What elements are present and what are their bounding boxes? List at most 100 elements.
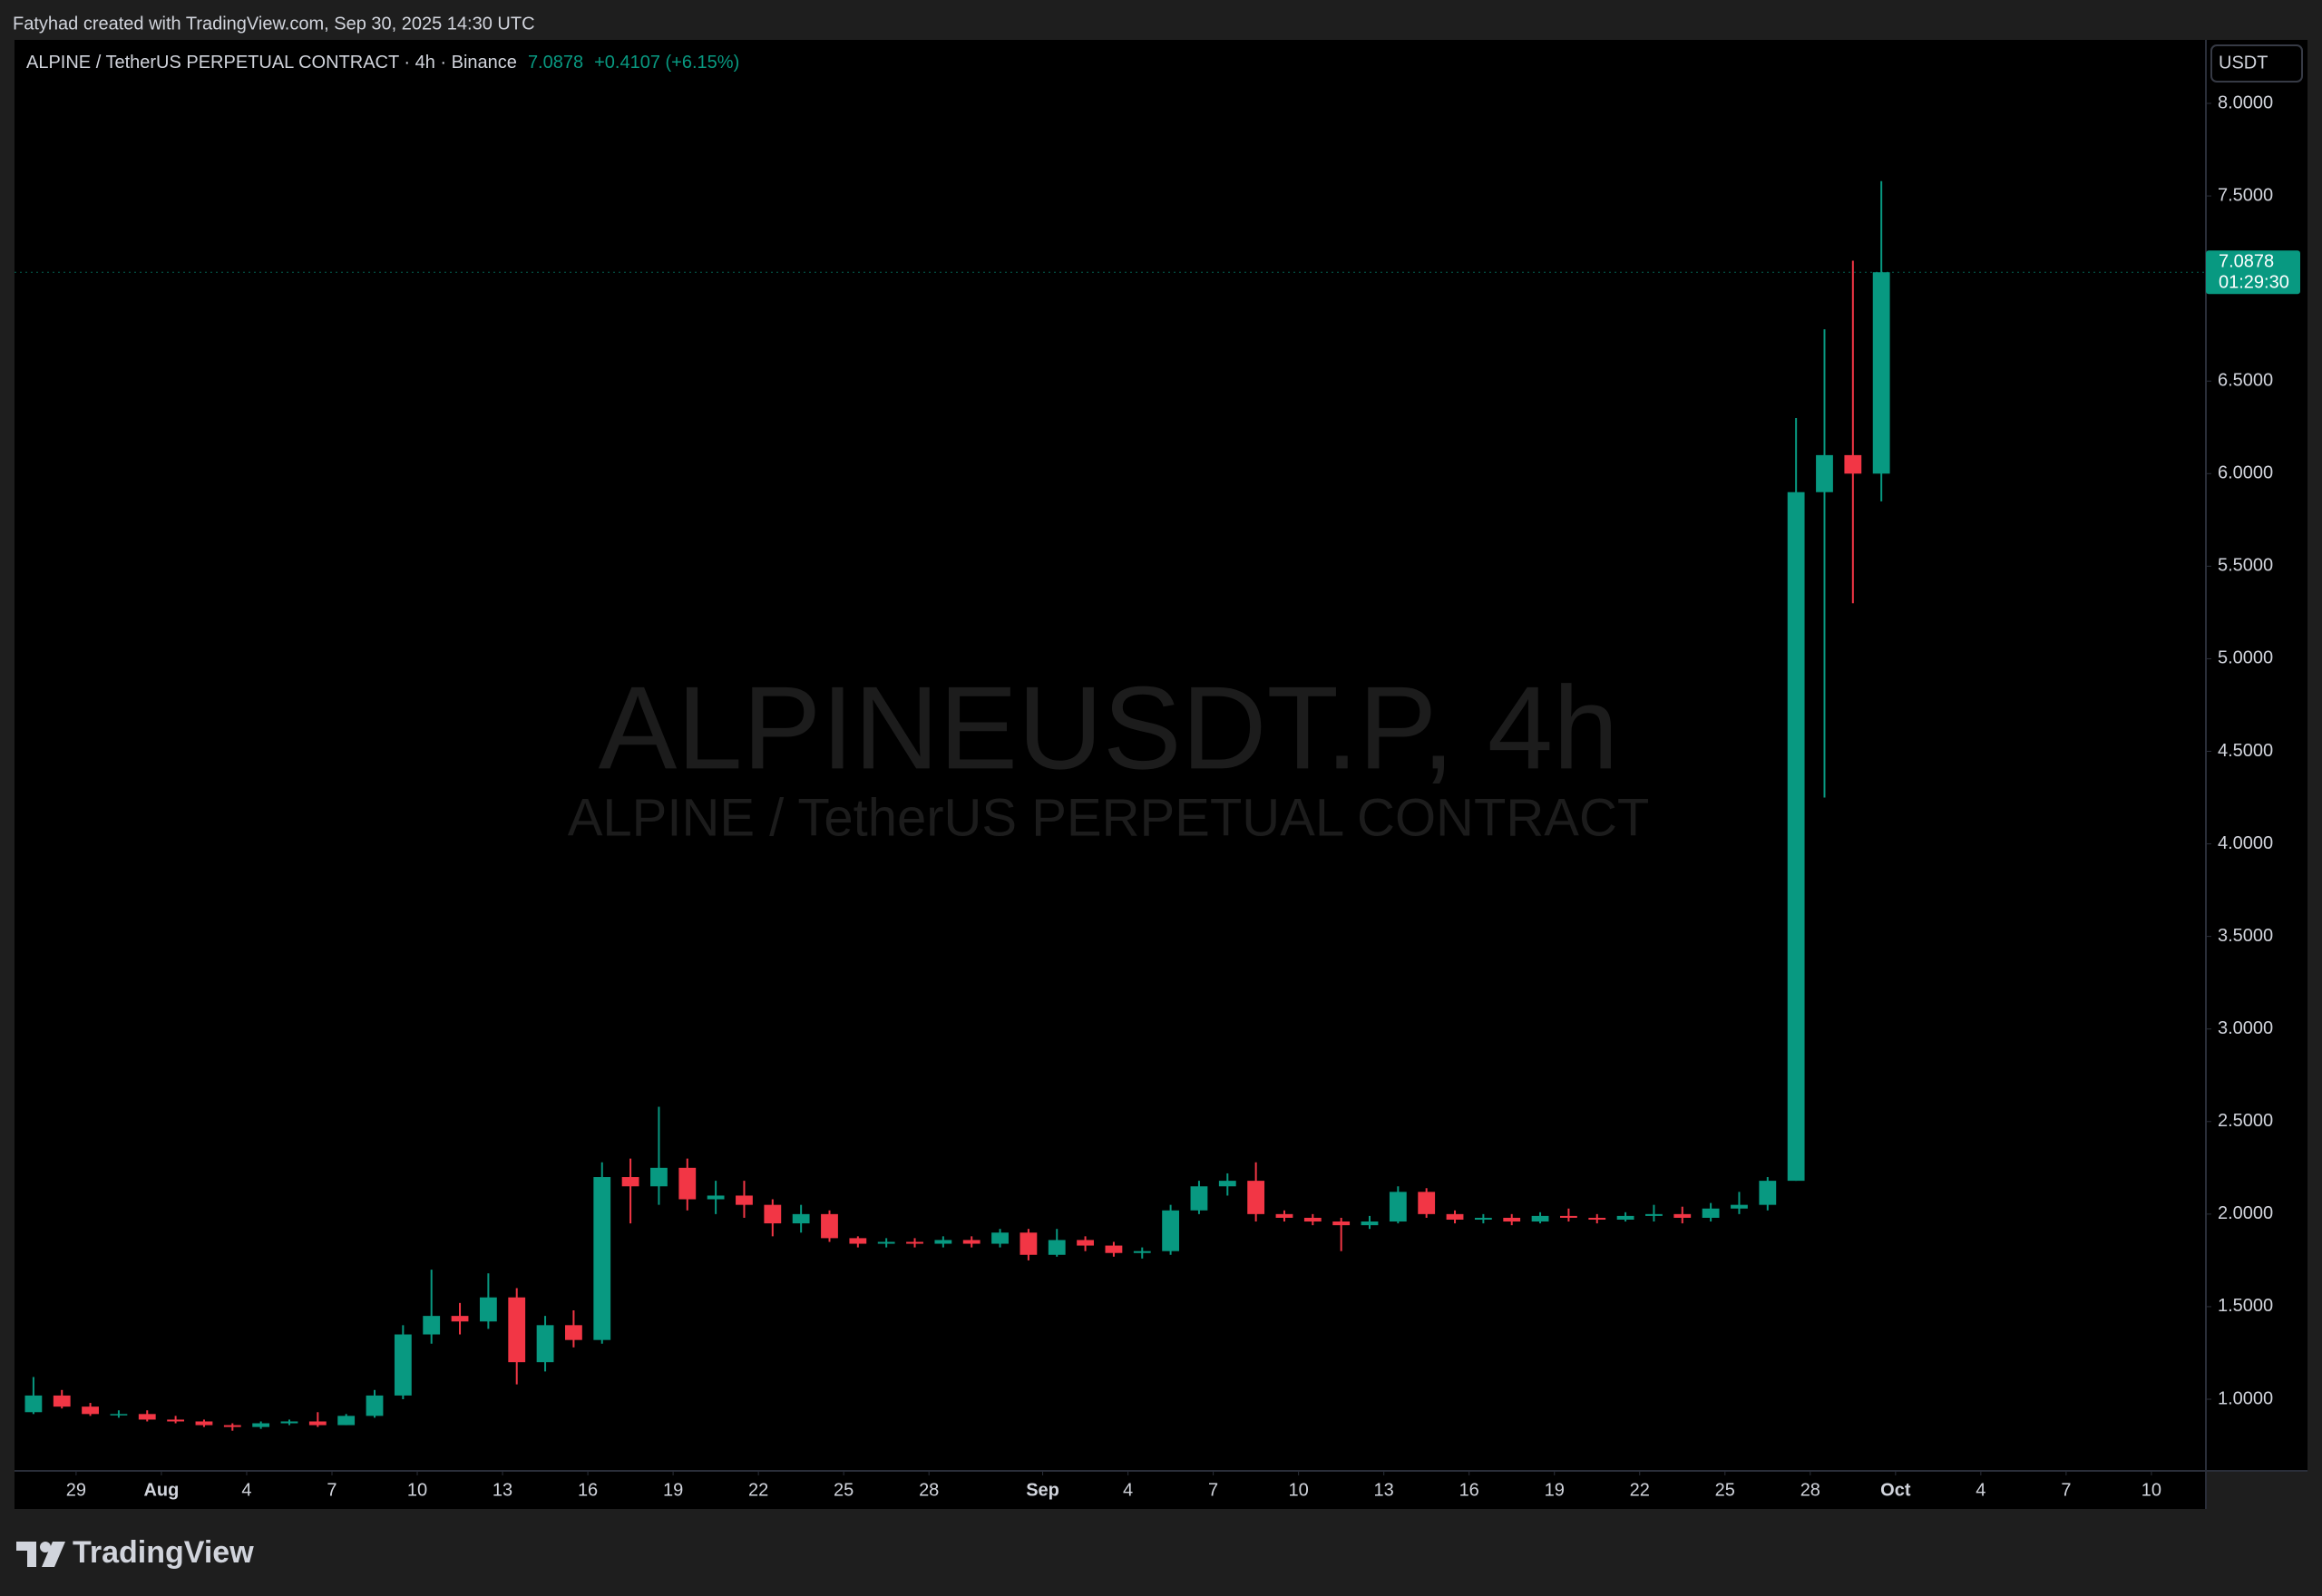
candle-body [423, 1316, 441, 1335]
candle-body [1105, 1245, 1123, 1253]
y-tick-label: 2.0000 [2218, 1203, 2273, 1223]
candle-body [1418, 1192, 1436, 1214]
logo-icon [42, 1542, 65, 1567]
x-tick-label: 7 [327, 1480, 337, 1500]
candle-body [1588, 1217, 1606, 1220]
candle-body [1218, 1181, 1236, 1187]
footer-brand: TradingView [73, 1535, 254, 1570]
candle-body [1162, 1210, 1180, 1251]
candle-body [1048, 1240, 1066, 1255]
countdown: 01:29:30 [2219, 273, 2289, 293]
candle-body [1133, 1251, 1151, 1253]
candle-body [1247, 1181, 1265, 1214]
candle-body [1389, 1192, 1407, 1222]
y-tick-label: 5.0000 [2218, 648, 2273, 668]
currency-button[interactable] [2210, 44, 2303, 83]
candle-body [508, 1297, 526, 1363]
x-tick-label: Oct [1880, 1480, 1911, 1500]
x-tick-label: 19 [663, 1480, 683, 1500]
candle-body [1020, 1232, 1038, 1255]
y-tick-label: 5.5000 [2218, 556, 2273, 576]
y-tick-label: 3.0000 [2218, 1018, 2273, 1038]
y-tick-label: 1.0000 [2218, 1388, 2273, 1408]
y-tick-label: 1.5000 [2218, 1296, 2273, 1316]
candle-body [1190, 1186, 1208, 1211]
time-axis [15, 1471, 2206, 1509]
candle-body [906, 1241, 923, 1244]
candle-body [1474, 1217, 1492, 1220]
candle-body [1077, 1240, 1094, 1246]
candle-body [1759, 1181, 1777, 1205]
x-tick-label: 28 [1800, 1480, 1820, 1500]
candle-body [650, 1167, 668, 1187]
y-tick-label: 6.5000 [2218, 371, 2273, 391]
candle-body [82, 1406, 99, 1415]
candle-body [1361, 1221, 1379, 1226]
x-tick-label: 29 [66, 1480, 86, 1500]
y-tick-label: 8.0000 [2218, 92, 2273, 112]
candle-body [707, 1195, 725, 1200]
candle-body [621, 1177, 639, 1187]
x-tick-label: 10 [407, 1480, 427, 1500]
last-price-label: 7.0878 [2219, 252, 2274, 272]
candle-body [280, 1421, 298, 1424]
candle-body [252, 1423, 270, 1427]
candle-body [1787, 491, 1805, 1182]
candle-body [934, 1240, 952, 1244]
x-tick-label: 16 [1459, 1480, 1479, 1500]
last-price-box [2206, 250, 2300, 295]
candle-body [1872, 272, 1890, 474]
x-tick-label: 10 [2142, 1480, 2161, 1500]
candle-body [394, 1334, 412, 1396]
candle-body [678, 1167, 697, 1200]
candle-body [1673, 1213, 1692, 1218]
watermark-name: ALPINE / TetherUS PERPETUAL CONTRACT [568, 788, 1650, 847]
x-tick-label: Aug [143, 1480, 179, 1500]
candle-body [565, 1325, 582, 1340]
candle-body [1731, 1204, 1748, 1209]
x-tick-label: 16 [578, 1480, 598, 1500]
candle-body [337, 1416, 356, 1426]
legend-change: +0.4107 (+6.15%) [594, 53, 739, 73]
legend-symbol: ALPINE / TetherUS PERPETUAL CONTRACT · 4… [26, 53, 517, 73]
legend-price: 7.0878 [528, 53, 583, 73]
candle-body [849, 1238, 867, 1244]
candle-body [1332, 1221, 1351, 1226]
x-tick-label: 7 [1208, 1480, 1218, 1500]
x-tick-label: 13 [493, 1480, 512, 1500]
candle-body [167, 1419, 185, 1422]
candle-body [536, 1325, 554, 1363]
x-tick-label: 22 [748, 1480, 768, 1500]
candle-body [138, 1414, 156, 1420]
x-tick-label: 22 [1630, 1480, 1650, 1500]
candle-body [451, 1316, 469, 1322]
candle-body [877, 1241, 895, 1244]
currency[interactable]: USDT [2219, 53, 2268, 73]
candle-body [1844, 454, 1862, 474]
header-credit: Fatyhad created with TradingView.com, Se… [13, 14, 535, 34]
candle-body [736, 1195, 753, 1205]
candles [24, 180, 1890, 1431]
candle-body [479, 1297, 497, 1322]
candle-body [1275, 1213, 1293, 1218]
logo-icon [16, 1542, 47, 1567]
y-tick-label: 6.0000 [2218, 463, 2273, 483]
pane [15, 40, 2206, 1471]
candle-body [1303, 1217, 1322, 1222]
candle-body [1616, 1215, 1634, 1220]
candle-body [1645, 1213, 1663, 1216]
x-tick-label: 4 [241, 1480, 251, 1500]
candle-body [1816, 454, 1833, 492]
candle-body [1559, 1215, 1577, 1218]
candle-body [1503, 1217, 1521, 1222]
candle-body [962, 1240, 981, 1244]
candle-body [1446, 1213, 1464, 1220]
x-tick-label: 25 [1715, 1480, 1735, 1500]
y-tick-label: 4.0000 [2218, 833, 2273, 853]
y-tick-label: 3.5000 [2218, 926, 2273, 946]
y-tick-label: 2.5000 [2218, 1111, 2273, 1131]
x-tick-label: 7 [2061, 1480, 2071, 1500]
candle-body [308, 1421, 327, 1426]
x-tick-label: 4 [1976, 1480, 1985, 1500]
